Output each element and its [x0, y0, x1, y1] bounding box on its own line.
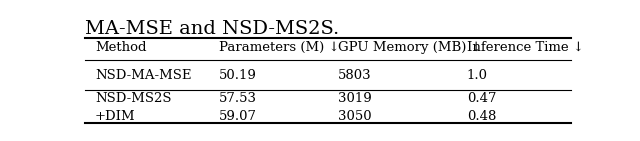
Text: 57.53
59.07: 57.53 59.07 [219, 92, 257, 123]
Text: GPU Memory (MB) ↓: GPU Memory (MB) ↓ [338, 41, 482, 54]
Text: Inference Time ↓: Inference Time ↓ [467, 41, 584, 54]
Text: 1.0: 1.0 [467, 69, 488, 82]
Text: 5803: 5803 [338, 69, 372, 82]
Text: 0.47
0.48: 0.47 0.48 [467, 92, 497, 123]
Text: 3019
3050: 3019 3050 [338, 92, 372, 123]
Text: NSD-MS2S
+DIM: NSD-MS2S +DIM [95, 92, 172, 123]
Text: NSD-MA-MSE: NSD-MA-MSE [95, 69, 191, 82]
Text: Method: Method [95, 41, 147, 54]
Text: 50.19: 50.19 [219, 69, 257, 82]
Text: MA-MSE and NSD-MS2S.: MA-MSE and NSD-MS2S. [85, 20, 339, 38]
Text: Parameters (M) ↓: Parameters (M) ↓ [219, 41, 339, 54]
